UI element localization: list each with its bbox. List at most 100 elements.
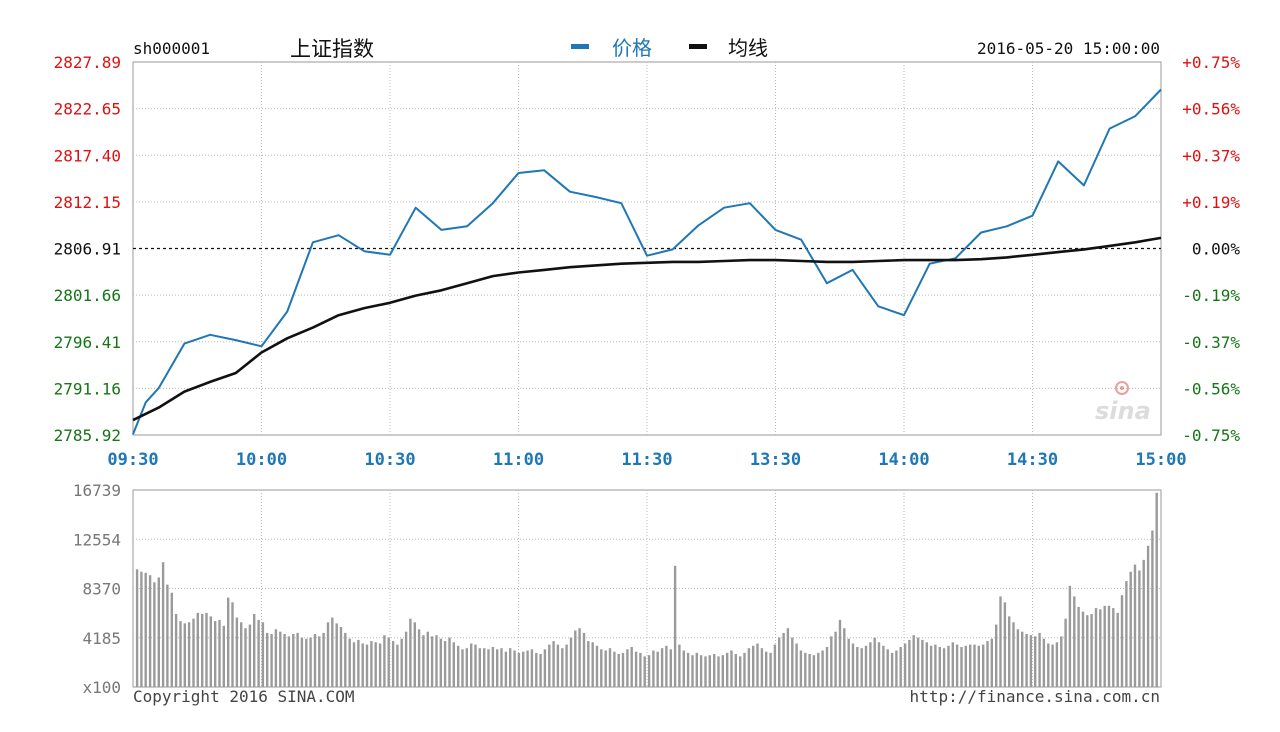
volume-tick-label: 16739 xyxy=(73,481,121,500)
volume-bar xyxy=(856,647,859,687)
volume-bar xyxy=(934,644,937,687)
volume-bar xyxy=(283,634,286,687)
volume-bar xyxy=(227,597,230,687)
volume-bar xyxy=(691,655,694,687)
volume-bar xyxy=(387,637,390,687)
volume-bar xyxy=(556,644,560,687)
volume-bar xyxy=(344,632,347,687)
volume-bar xyxy=(912,635,915,687)
volume-bar xyxy=(196,612,199,687)
volume-bar xyxy=(426,631,429,687)
volume-bar xyxy=(1086,615,1089,687)
volume-bar xyxy=(253,614,256,687)
volume-bar xyxy=(851,643,855,687)
volume-gridlines xyxy=(133,490,1161,687)
volume-bar xyxy=(1073,596,1076,687)
volume-bar xyxy=(274,629,278,687)
volume-bar xyxy=(1125,581,1128,687)
time-tick-label: 09:30 xyxy=(107,450,158,470)
volume-bar xyxy=(157,577,160,687)
percent-tick-label: -0.56% xyxy=(1182,379,1240,398)
volume-bar xyxy=(331,617,334,687)
price-tick-label: 2827.89 xyxy=(54,53,121,72)
volume-bar xyxy=(1021,631,1024,687)
volume-tick-label: 8370 xyxy=(82,580,121,599)
volume-bar xyxy=(1038,632,1041,687)
percent-tick-label: +0.37% xyxy=(1182,146,1240,165)
volume-bar xyxy=(799,650,803,687)
volume-bar xyxy=(522,651,525,687)
volume-bar xyxy=(634,651,638,687)
volume-bar xyxy=(409,618,412,687)
volume-bar xyxy=(565,644,568,687)
volume-bar xyxy=(808,654,811,687)
volume-bar xyxy=(574,630,577,687)
volume-bar xyxy=(1094,608,1098,687)
volume-bar xyxy=(1090,614,1093,687)
volume-bar xyxy=(569,637,573,687)
price-axis-left: 2827.89 2822.65 2817.40 2812.15 2806.91 2801.… xyxy=(54,53,121,445)
volume-bar xyxy=(752,645,755,687)
avg-legend-label: 均线 xyxy=(728,36,768,60)
volume-bar xyxy=(821,650,824,687)
volume-bar xyxy=(734,654,737,687)
volume-bar xyxy=(1112,608,1115,687)
copyright-text: Copyright 2016 SINA.COM xyxy=(133,687,355,706)
percent-tick-label: +0.56% xyxy=(1182,100,1240,119)
volume-bar xyxy=(864,645,868,687)
volume-bar xyxy=(543,649,547,687)
volume-bar xyxy=(174,614,178,687)
volume-bar xyxy=(422,635,425,687)
volume-bar xyxy=(756,643,759,687)
volume-bar xyxy=(660,648,664,687)
volume-bar xyxy=(999,596,1002,687)
volume-bar xyxy=(704,656,707,687)
volume-bar xyxy=(470,643,473,687)
volume-bar xyxy=(782,632,785,687)
volume-bar xyxy=(886,649,889,687)
volume-bar xyxy=(600,649,603,687)
volume-bar xyxy=(465,648,468,687)
volume-bar xyxy=(218,619,221,687)
volume-bar xyxy=(699,655,703,687)
volume-bar xyxy=(261,622,265,687)
volume-bar xyxy=(613,651,616,687)
volume-bar xyxy=(1060,636,1063,687)
price-line xyxy=(132,88,1162,435)
percent-tick-label: -0.37% xyxy=(1182,333,1240,352)
volume-bar xyxy=(496,649,499,687)
volume-bar xyxy=(1103,605,1106,687)
time-tick-label: 15:00 xyxy=(1135,450,1186,470)
volume-bar xyxy=(929,645,933,687)
volume-bar xyxy=(326,622,330,687)
volume-bar xyxy=(873,637,876,687)
volume-bar xyxy=(548,644,551,687)
volume-bar xyxy=(673,565,677,687)
volume-bar xyxy=(1099,609,1102,687)
volume-bar xyxy=(352,642,356,687)
price-legend-swatch xyxy=(571,44,589,49)
time-tick-label: 14:30 xyxy=(1007,450,1058,470)
volume-bar xyxy=(960,647,963,687)
volume-bar xyxy=(955,644,959,687)
volume-bar xyxy=(1034,636,1037,687)
volume-bar xyxy=(1081,611,1085,687)
volume-bar xyxy=(608,648,612,687)
volume-bar xyxy=(795,643,798,687)
volume-bar xyxy=(244,628,247,687)
volume-bar xyxy=(882,645,885,687)
sina-watermark-text: sina xyxy=(1095,397,1151,425)
volume-bar xyxy=(713,654,716,687)
volume-bar xyxy=(404,631,408,687)
volume-bar xyxy=(899,647,902,687)
volume-bar xyxy=(769,652,772,687)
volume-bar xyxy=(396,644,399,687)
volume-bar xyxy=(287,636,291,687)
volume-bar xyxy=(969,644,972,687)
volume-bar xyxy=(977,645,980,687)
volume-bar xyxy=(135,569,139,687)
volume-bar xyxy=(621,652,625,687)
volume-bar xyxy=(448,637,451,687)
volume-bar xyxy=(630,647,633,687)
volume-bar xyxy=(539,654,542,687)
